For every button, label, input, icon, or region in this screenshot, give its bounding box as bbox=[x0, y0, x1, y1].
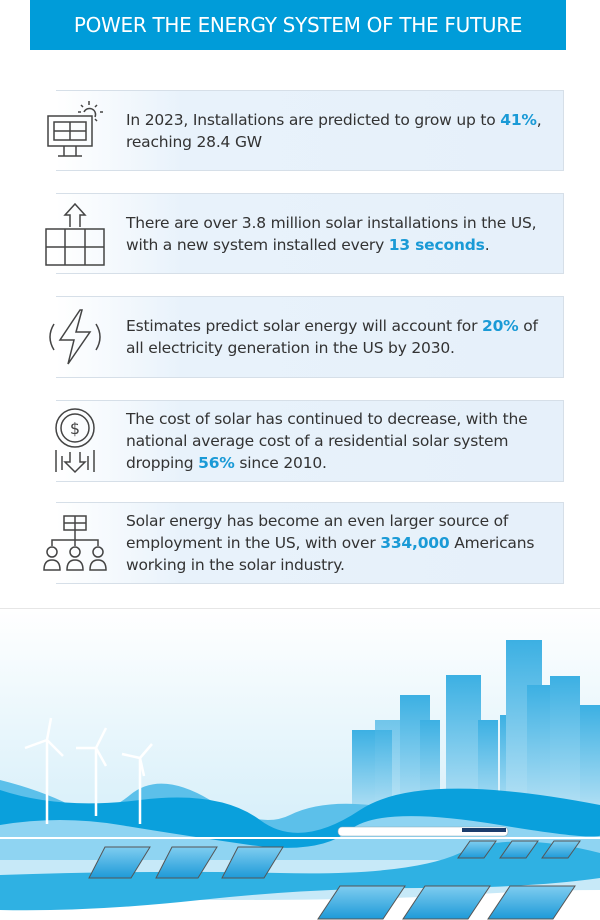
wind-turbines bbox=[24, 717, 153, 824]
fact-card-installations-count: There are over 3.8 million solar install… bbox=[45, 193, 564, 274]
solar-grid-arrow-up-icon bbox=[40, 194, 110, 273]
fact-text: Estimates predict solar energy will acco… bbox=[126, 317, 538, 357]
solar-panel-row bbox=[88, 840, 581, 920]
fact-card-generation: Estimates predict solar energy will acco… bbox=[49, 296, 564, 378]
river bbox=[0, 841, 600, 911]
fact-card-employment: Solar energy has become an even larger s… bbox=[43, 502, 564, 584]
solar-panel-people-icon bbox=[40, 503, 110, 583]
page-title: POWER THE ENERGY SYSTEM OF THE FUTURE bbox=[73, 13, 523, 37]
fact-card-cost: $ The cost of solar has continued to dec… bbox=[55, 400, 564, 482]
dollar-coin-down-arrow-icon: $ bbox=[40, 401, 110, 481]
renewable-city-illustration bbox=[0, 610, 600, 920]
header-banner: POWER THE ENERGY SYSTEM OF THE FUTURE bbox=[30, 0, 566, 50]
divider bbox=[0, 608, 600, 609]
fact-text: The cost of solar has continued to decre… bbox=[126, 410, 528, 472]
svg-text:$: $ bbox=[70, 419, 80, 438]
fact-card-installations: In 2023, Installations are predicted to … bbox=[47, 90, 564, 171]
lightning-bolt-icon bbox=[40, 297, 110, 377]
fact-text: In 2023, Installations are predicted to … bbox=[126, 110, 542, 151]
fact-text: Solar energy has become an even larger s… bbox=[126, 512, 535, 574]
high-speed-train bbox=[337, 826, 509, 837]
fact-text: There are over 3.8 million solar install… bbox=[126, 213, 537, 254]
solar-panel-sun-icon bbox=[40, 91, 110, 170]
